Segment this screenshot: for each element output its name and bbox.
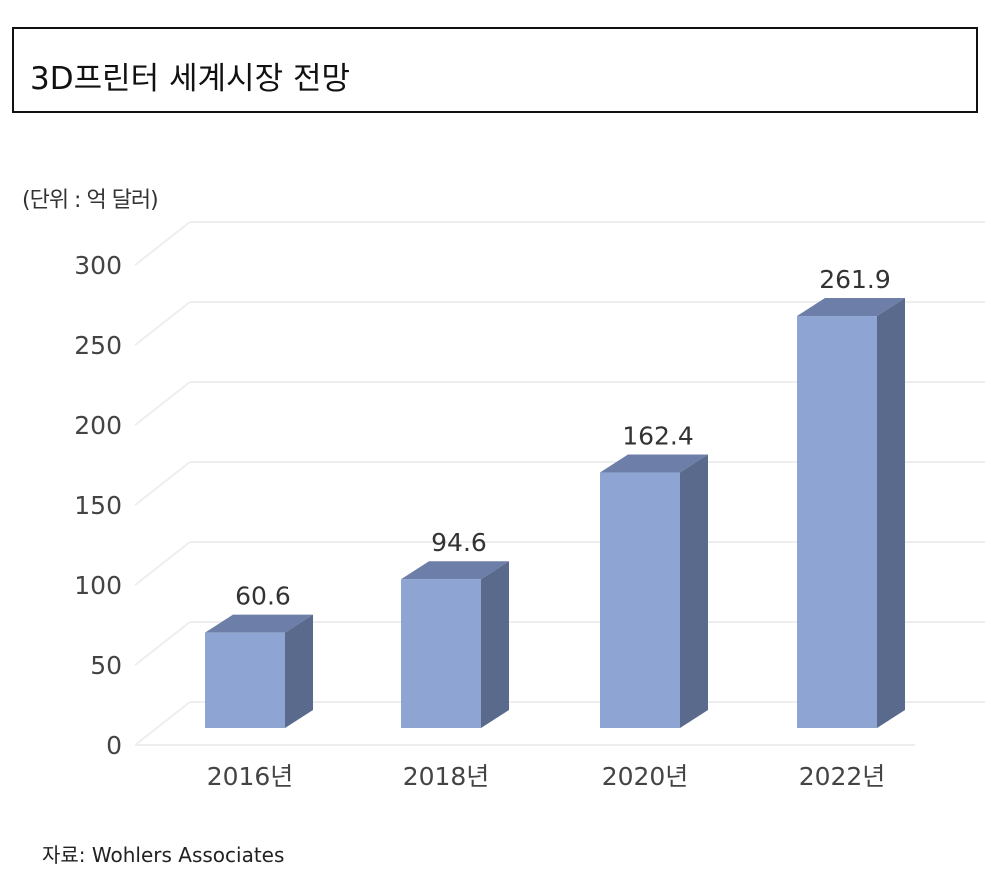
x-tick-label: 2020년: [602, 762, 689, 791]
y-tick-label: 50: [90, 651, 122, 680]
bar-side: [680, 454, 708, 728]
bar: [205, 632, 285, 728]
grid-diagonal: [134, 701, 191, 746]
bar: [401, 579, 481, 728]
source-note: 자료: Wohlers Associates: [42, 843, 285, 867]
y-tick-label: 300: [74, 251, 122, 280]
x-tick-label: 2022년: [799, 762, 886, 791]
y-tick-label: 100: [74, 571, 122, 600]
bar-top: [401, 561, 509, 580]
y-tick-label: 250: [74, 331, 122, 360]
bar-top: [797, 298, 905, 317]
y-tick-label: 0: [106, 731, 122, 760]
data-label: 60.6: [235, 582, 291, 611]
bar: [797, 316, 877, 728]
bar: [600, 472, 680, 728]
data-label: 261.9: [819, 265, 891, 294]
data-label: 162.4: [622, 422, 694, 451]
bar-side: [877, 298, 905, 728]
grid-diagonal: [134, 301, 191, 346]
y-tick-label: 150: [74, 491, 122, 520]
bar-top: [205, 614, 313, 633]
grid-diagonal: [134, 541, 191, 586]
unit-label: (단위 : 억 달러): [22, 188, 159, 213]
grid-diagonal: [134, 221, 191, 266]
x-tick-label: 2018년: [403, 762, 490, 791]
grid-diagonal: [134, 381, 191, 426]
y-tick-label: 200: [74, 411, 122, 440]
x-tick-label: 2016년: [207, 762, 294, 791]
bar-side: [285, 614, 313, 728]
bar-top: [600, 454, 708, 473]
grid-diagonal: [134, 621, 191, 666]
chart-title: 3D프린터 세계시장 전망: [30, 61, 350, 97]
grid-diagonal: [134, 461, 191, 506]
title-box: 3D프린터 세계시장 전망: [12, 27, 978, 113]
data-label: 94.6: [431, 528, 487, 557]
bar-side: [481, 561, 509, 728]
